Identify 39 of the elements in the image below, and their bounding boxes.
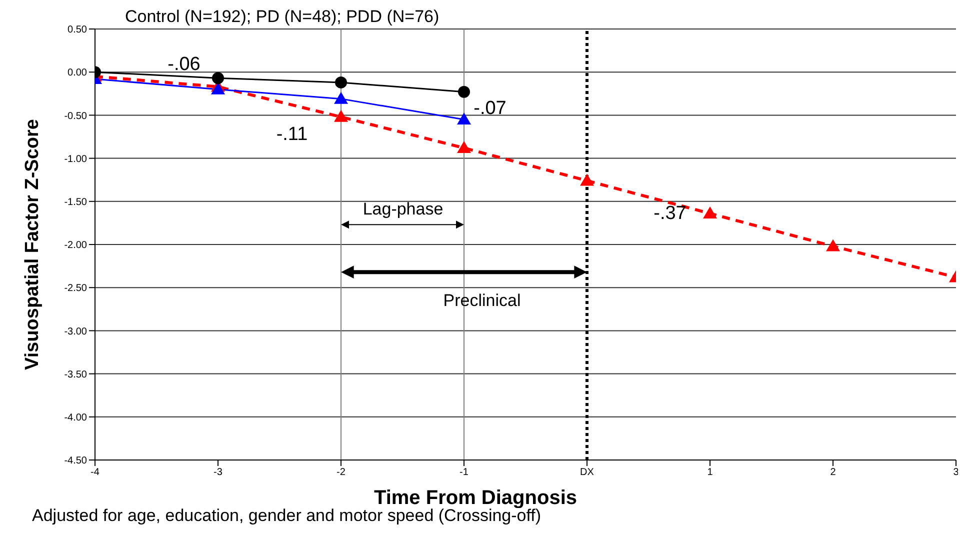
- point: [580, 174, 594, 186]
- x-axis-title: Time From Diagnosis: [374, 487, 578, 509]
- annotation: Preclinical: [443, 291, 521, 310]
- y-tick-label: -3.50: [64, 369, 88, 380]
- y-axis-title: Visuospatial Factor Z-Score: [22, 119, 43, 370]
- annotation: -.06: [168, 54, 200, 75]
- annotation: Lag-phase: [362, 200, 444, 219]
- x-tick-label: -4: [90, 467, 100, 478]
- point: [457, 112, 471, 125]
- annotation: -.37: [654, 203, 686, 224]
- x-tick-label: DX: [580, 467, 594, 478]
- y-tick-label: -2.00: [64, 240, 88, 252]
- point: [826, 239, 840, 252]
- point: [212, 72, 224, 84]
- x-tick-label: 3: [953, 467, 960, 478]
- y-tick-label: -3.00: [64, 326, 88, 338]
- x-tick-label: 2: [830, 467, 836, 478]
- y-tick-label: -2.50: [64, 283, 88, 294]
- point: [334, 110, 348, 122]
- point: [334, 92, 348, 104]
- annotation: -.11: [276, 124, 308, 145]
- x-tick-label: -1: [460, 467, 469, 478]
- y-tick-label: -1.00: [64, 154, 88, 165]
- chart-subtitle: Control (N=192); PD (N=48); PDD (N=76): [125, 7, 440, 26]
- point: [211, 82, 225, 94]
- y-tick-label: 0.00: [68, 68, 88, 79]
- point: [458, 86, 470, 98]
- x-tick-label: 1: [707, 467, 714, 478]
- y-tick-label: -4.00: [64, 412, 88, 424]
- x-tick-label: -2: [336, 467, 346, 478]
- point: [457, 140, 471, 153]
- y-tick-label: -0.50: [64, 110, 88, 122]
- x-tick-label: -3: [214, 467, 223, 478]
- y-tick-label: -4.50: [64, 456, 88, 467]
- point: [703, 206, 717, 218]
- annotation: -.07: [474, 98, 506, 119]
- y-tick-label: 0.50: [68, 24, 88, 36]
- y-tick-label: -1.50: [64, 196, 88, 208]
- point: [335, 76, 347, 88]
